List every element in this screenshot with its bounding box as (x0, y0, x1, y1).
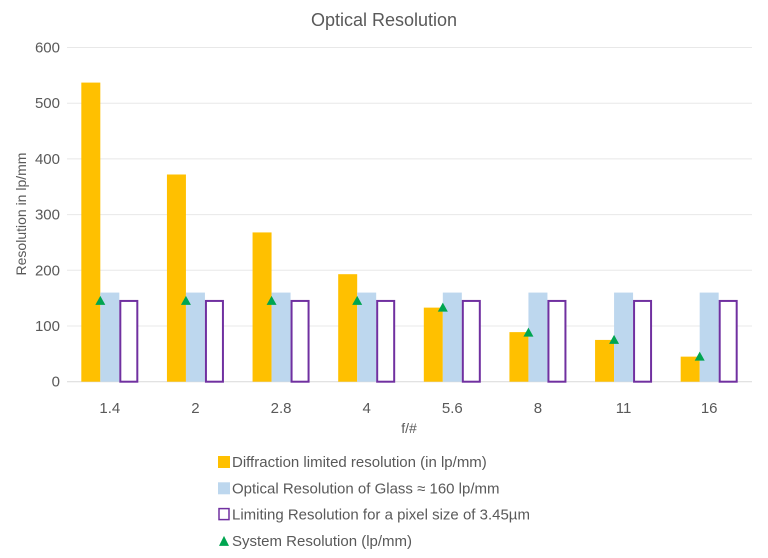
diffraction-bar (680, 356, 700, 382)
system-resolution-marker (266, 295, 277, 305)
glass-resolution-bar (271, 292, 291, 382)
pixel-limit-bar (547, 299, 567, 383)
x-tick-label: 11 (616, 400, 632, 417)
pixel-limit-bar (290, 299, 310, 383)
glass-resolution-bar (699, 292, 719, 382)
system-resolution-marker (609, 334, 620, 344)
system-resolution-marker (180, 295, 191, 305)
legend-item: System Resolution (lp/mm) (219, 533, 412, 550)
system-resolution-marker (437, 302, 448, 312)
system-resolution-marker (523, 327, 534, 337)
legend-label: Optical Resolution of Glass ≈ 160 lp/mm (232, 480, 500, 497)
legend-item: Diffraction limited resolution (in lp/mm… (218, 454, 487, 471)
x-tick-label: 2.8 (271, 400, 292, 417)
pixel-limit-bar (633, 299, 653, 383)
system-resolution-marker (352, 295, 363, 305)
legend-label: System Resolution (lp/mm) (232, 533, 412, 550)
pixel-limit-bar (718, 299, 738, 383)
diffraction-bar (81, 82, 101, 382)
legend-item: Limiting Resolution for a pixel size of … (218, 507, 530, 524)
x-axis-label: f/# (401, 420, 417, 436)
y-tick-label: 100 (35, 318, 60, 335)
glass-resolution-bar (528, 292, 548, 382)
y-tick-label: 200 (35, 262, 60, 279)
legend-triangle-icon (219, 535, 229, 546)
x-tick-label: 8 (534, 400, 542, 417)
x-tick-label: 5.6 (442, 400, 463, 417)
diffraction-bar (423, 307, 443, 382)
y-tick-label: 600 (35, 40, 60, 57)
x-tick-label: 16 (701, 400, 718, 417)
x-tick-label: 4 (363, 400, 371, 417)
diffraction-bar (252, 232, 272, 382)
system-resolution-marker (694, 351, 705, 361)
pixel-limit-bar (204, 299, 224, 383)
y-tick-label: 0 (52, 374, 60, 391)
system-resolution-marker (95, 295, 106, 305)
diffraction-bar (166, 174, 186, 382)
diffraction-bar (338, 274, 358, 382)
pixel-limit-bar (119, 299, 139, 383)
diffraction-bar (595, 339, 615, 382)
legend-swatch (218, 507, 230, 521)
pixel-limit-bar (376, 299, 396, 383)
legend-label: Limiting Resolution for a pixel size of … (232, 507, 530, 524)
y-tick-label: 500 (35, 95, 60, 112)
y-tick-label: 300 (35, 207, 60, 224)
glass-resolution-bar (100, 292, 120, 382)
chart-title: Optical Resolution (311, 10, 457, 30)
legend-label: Diffraction limited resolution (in lp/mm… (232, 454, 487, 471)
legend-swatch (218, 482, 230, 495)
glass-resolution-bar (357, 292, 377, 382)
x-tick-label: 1.4 (99, 400, 120, 417)
glass-resolution-bar (614, 292, 634, 382)
diffraction-bar (509, 332, 529, 382)
y-tick-label: 400 (35, 151, 60, 168)
legend-item: Optical Resolution of Glass ≈ 160 lp/mm (218, 480, 500, 497)
glass-resolution-bar (442, 292, 462, 382)
x-tick-label: 2 (191, 400, 199, 417)
y-axis-label: Resolution in lp/mm (13, 153, 29, 276)
glass-resolution-bar (185, 292, 205, 382)
legend-swatch (218, 456, 230, 468)
pixel-limit-bar (461, 299, 481, 383)
